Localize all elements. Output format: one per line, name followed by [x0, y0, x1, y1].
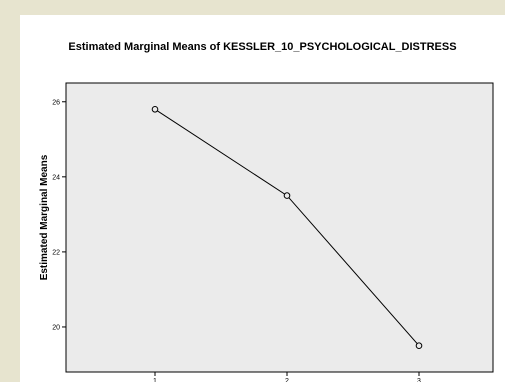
- x-axis: 1 2 3: [153, 372, 421, 382]
- x-tick-label: 2: [285, 378, 289, 382]
- y-tick-label: 24: [52, 174, 60, 181]
- y-tick-label: 26: [52, 99, 60, 106]
- line-chart: 20 22 24 26 1 2 3 Estimated Marginal Means: [39, 82, 494, 382]
- y-axis: 20 22 24 26: [52, 99, 66, 331]
- chart-title: Estimated Marginal Means of KESSLER_10_P…: [68, 41, 457, 53]
- x-tick-label: 1: [153, 378, 157, 382]
- data-point: [283, 192, 291, 199]
- x-tick-label: 3: [417, 378, 421, 382]
- data-points: [151, 105, 423, 350]
- chart-panel: Estimated Marginal Means of KESSLER_10_P…: [20, 15, 505, 382]
- data-point: [151, 105, 159, 113]
- y-axis-label: Estimated Marginal Means: [39, 154, 50, 280]
- plot-area: [65, 82, 494, 373]
- y-tick-label: 20: [52, 324, 60, 331]
- data-point: [415, 342, 423, 350]
- y-tick-label: 22: [52, 249, 60, 256]
